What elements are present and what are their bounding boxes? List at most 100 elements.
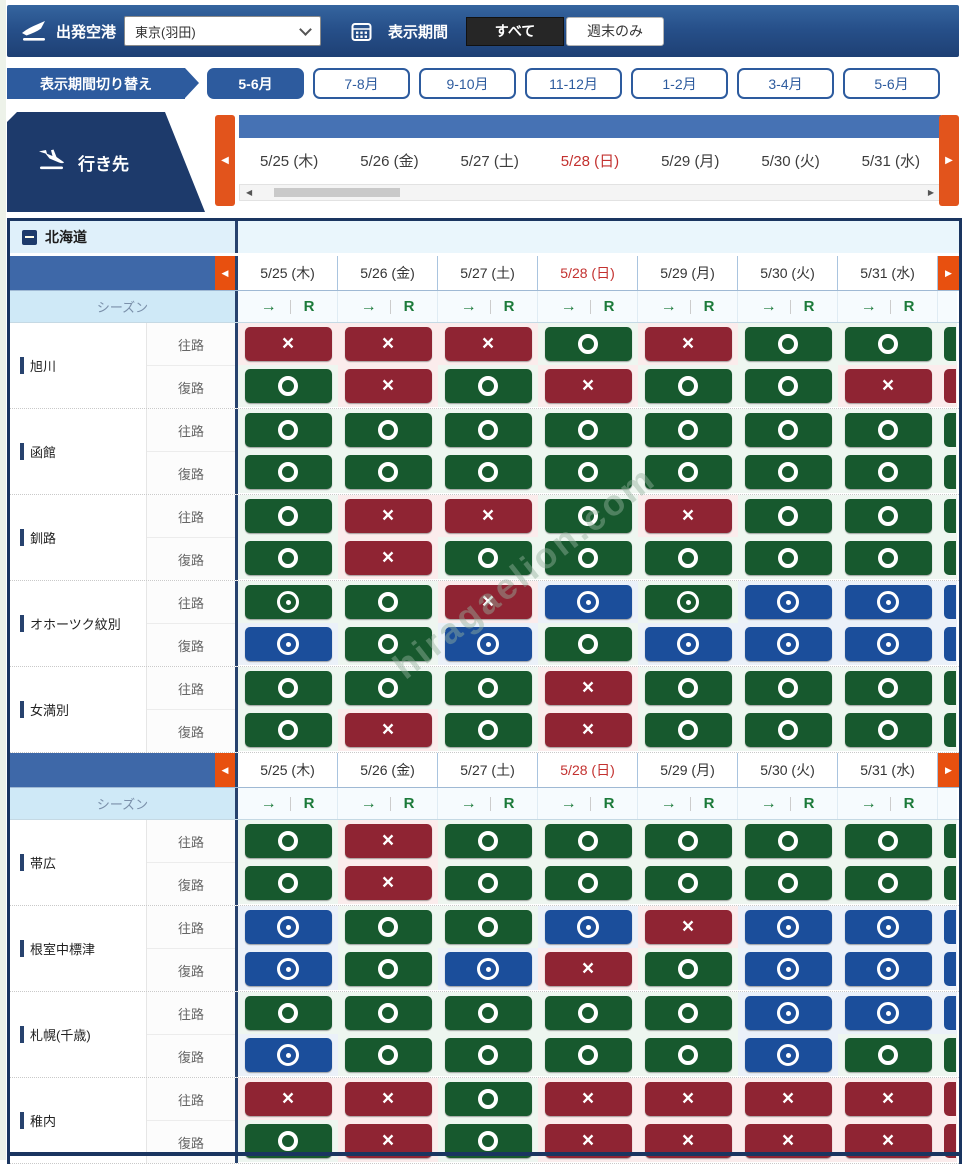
availability-cell[interactable] — [838, 906, 938, 948]
availability-cell[interactable] — [538, 581, 638, 623]
availability-cell[interactable] — [438, 992, 538, 1034]
availability-cell[interactable] — [538, 409, 638, 451]
availability-cell[interactable] — [338, 581, 438, 623]
availability-cell[interactable] — [238, 862, 338, 904]
availability-cell[interactable] — [638, 581, 738, 623]
availability-cell[interactable] — [538, 1034, 638, 1076]
availability-cell[interactable]: × — [638, 1078, 738, 1120]
availability-cell[interactable] — [738, 820, 838, 862]
availability-cell[interactable]: × — [338, 323, 438, 365]
availability-cell[interactable] — [838, 948, 938, 990]
period-option-button[interactable]: 1-2月 — [631, 68, 728, 99]
availability-cell[interactable] — [438, 709, 538, 751]
availability-cell[interactable]: × — [338, 495, 438, 537]
availability-cell[interactable] — [238, 623, 338, 665]
availability-cell[interactable]: × — [238, 1078, 338, 1120]
table-prev-day-button[interactable]: ◀ — [215, 753, 235, 787]
availability-cell[interactable] — [538, 820, 638, 862]
availability-cell[interactable] — [438, 862, 538, 904]
period-option-button[interactable]: 9-10月 — [419, 68, 516, 99]
scrollbar-right-arrow-icon[interactable]: ▶ — [927, 188, 934, 197]
availability-cell[interactable] — [538, 537, 638, 579]
availability-cell[interactable] — [438, 1034, 538, 1076]
period-option-button[interactable]: 7-8月 — [313, 68, 410, 99]
availability-cell[interactable] — [838, 537, 938, 579]
availability-cell[interactable] — [738, 623, 838, 665]
availability-cell[interactable] — [238, 581, 338, 623]
availability-cell[interactable] — [838, 581, 938, 623]
availability-cell[interactable] — [438, 623, 538, 665]
availability-cell[interactable] — [238, 537, 338, 579]
availability-cell[interactable] — [738, 581, 838, 623]
availability-cell[interactable]: × — [538, 709, 638, 751]
availability-cell[interactable] — [238, 992, 338, 1034]
filter-all-button[interactable]: すべて — [466, 16, 565, 46]
availability-cell[interactable] — [838, 451, 938, 493]
availability-cell[interactable] — [738, 537, 838, 579]
availability-cell[interactable] — [338, 906, 438, 948]
table-next-day-button[interactable]: ▶ — [938, 256, 959, 290]
availability-cell[interactable] — [438, 667, 538, 709]
availability-cell[interactable] — [838, 623, 938, 665]
availability-cell[interactable] — [838, 495, 938, 537]
availability-cell[interactable]: × — [738, 1078, 838, 1120]
availability-cell[interactable] — [238, 1034, 338, 1076]
availability-cell[interactable] — [838, 323, 938, 365]
availability-cell[interactable]: × — [638, 906, 738, 948]
availability-cell[interactable]: × — [538, 365, 638, 407]
availability-cell[interactable] — [738, 323, 838, 365]
availability-cell[interactable] — [238, 948, 338, 990]
availability-cell[interactable] — [338, 667, 438, 709]
availability-cell[interactable] — [638, 409, 738, 451]
scrollbar-thumb[interactable] — [274, 188, 400, 197]
availability-cell[interactable] — [538, 906, 638, 948]
availability-cell[interactable] — [638, 862, 738, 904]
table-next-day-button[interactable]: ▶ — [938, 753, 959, 787]
availability-cell[interactable] — [538, 992, 638, 1034]
availability-cell[interactable] — [738, 495, 838, 537]
period-option-button[interactable]: 11-12月 — [525, 68, 622, 99]
availability-cell[interactable] — [238, 906, 338, 948]
availability-cell[interactable] — [838, 1034, 938, 1076]
availability-cell[interactable]: × — [438, 581, 538, 623]
availability-cell[interactable] — [338, 409, 438, 451]
availability-cell[interactable] — [238, 365, 338, 407]
availability-cell[interactable] — [638, 820, 738, 862]
availability-cell[interactable] — [538, 862, 638, 904]
availability-cell[interactable] — [338, 992, 438, 1034]
availability-cell[interactable] — [738, 451, 838, 493]
availability-cell[interactable] — [238, 451, 338, 493]
period-option-button[interactable]: 3-4月 — [737, 68, 834, 99]
availability-cell[interactable] — [638, 365, 738, 407]
availability-cell[interactable] — [738, 906, 838, 948]
availability-cell[interactable] — [638, 667, 738, 709]
availability-cell[interactable] — [738, 409, 838, 451]
availability-cell[interactable]: × — [338, 365, 438, 407]
availability-cell[interactable]: × — [638, 323, 738, 365]
availability-cell[interactable]: × — [838, 1078, 938, 1120]
table-prev-day-button[interactable]: ◀ — [215, 256, 235, 290]
availability-cell[interactable] — [338, 623, 438, 665]
availability-cell[interactable] — [638, 623, 738, 665]
availability-cell[interactable]: × — [438, 495, 538, 537]
departure-airport-select[interactable]: 東京(羽田) — [124, 16, 322, 46]
availability-cell[interactable]: × — [438, 323, 538, 365]
availability-cell[interactable]: × — [238, 323, 338, 365]
availability-cell[interactable] — [238, 709, 338, 751]
availability-cell[interactable] — [538, 495, 638, 537]
carousel-next-button[interactable]: ▶ — [939, 115, 959, 206]
availability-cell[interactable] — [838, 667, 938, 709]
availability-cell[interactable] — [738, 709, 838, 751]
availability-cell[interactable] — [438, 948, 538, 990]
availability-cell[interactable]: × — [338, 820, 438, 862]
availability-cell[interactable] — [638, 1034, 738, 1076]
availability-cell[interactable] — [238, 667, 338, 709]
availability-cell[interactable]: × — [338, 1078, 438, 1120]
availability-cell[interactable] — [438, 906, 538, 948]
collapse-icon[interactable] — [22, 229, 37, 245]
availability-cell[interactable] — [838, 709, 938, 751]
availability-cell[interactable] — [638, 992, 738, 1034]
availability-cell[interactable] — [638, 537, 738, 579]
carousel-scrollbar[interactable]: ◀ ▶ — [239, 184, 941, 201]
availability-cell[interactable] — [438, 820, 538, 862]
